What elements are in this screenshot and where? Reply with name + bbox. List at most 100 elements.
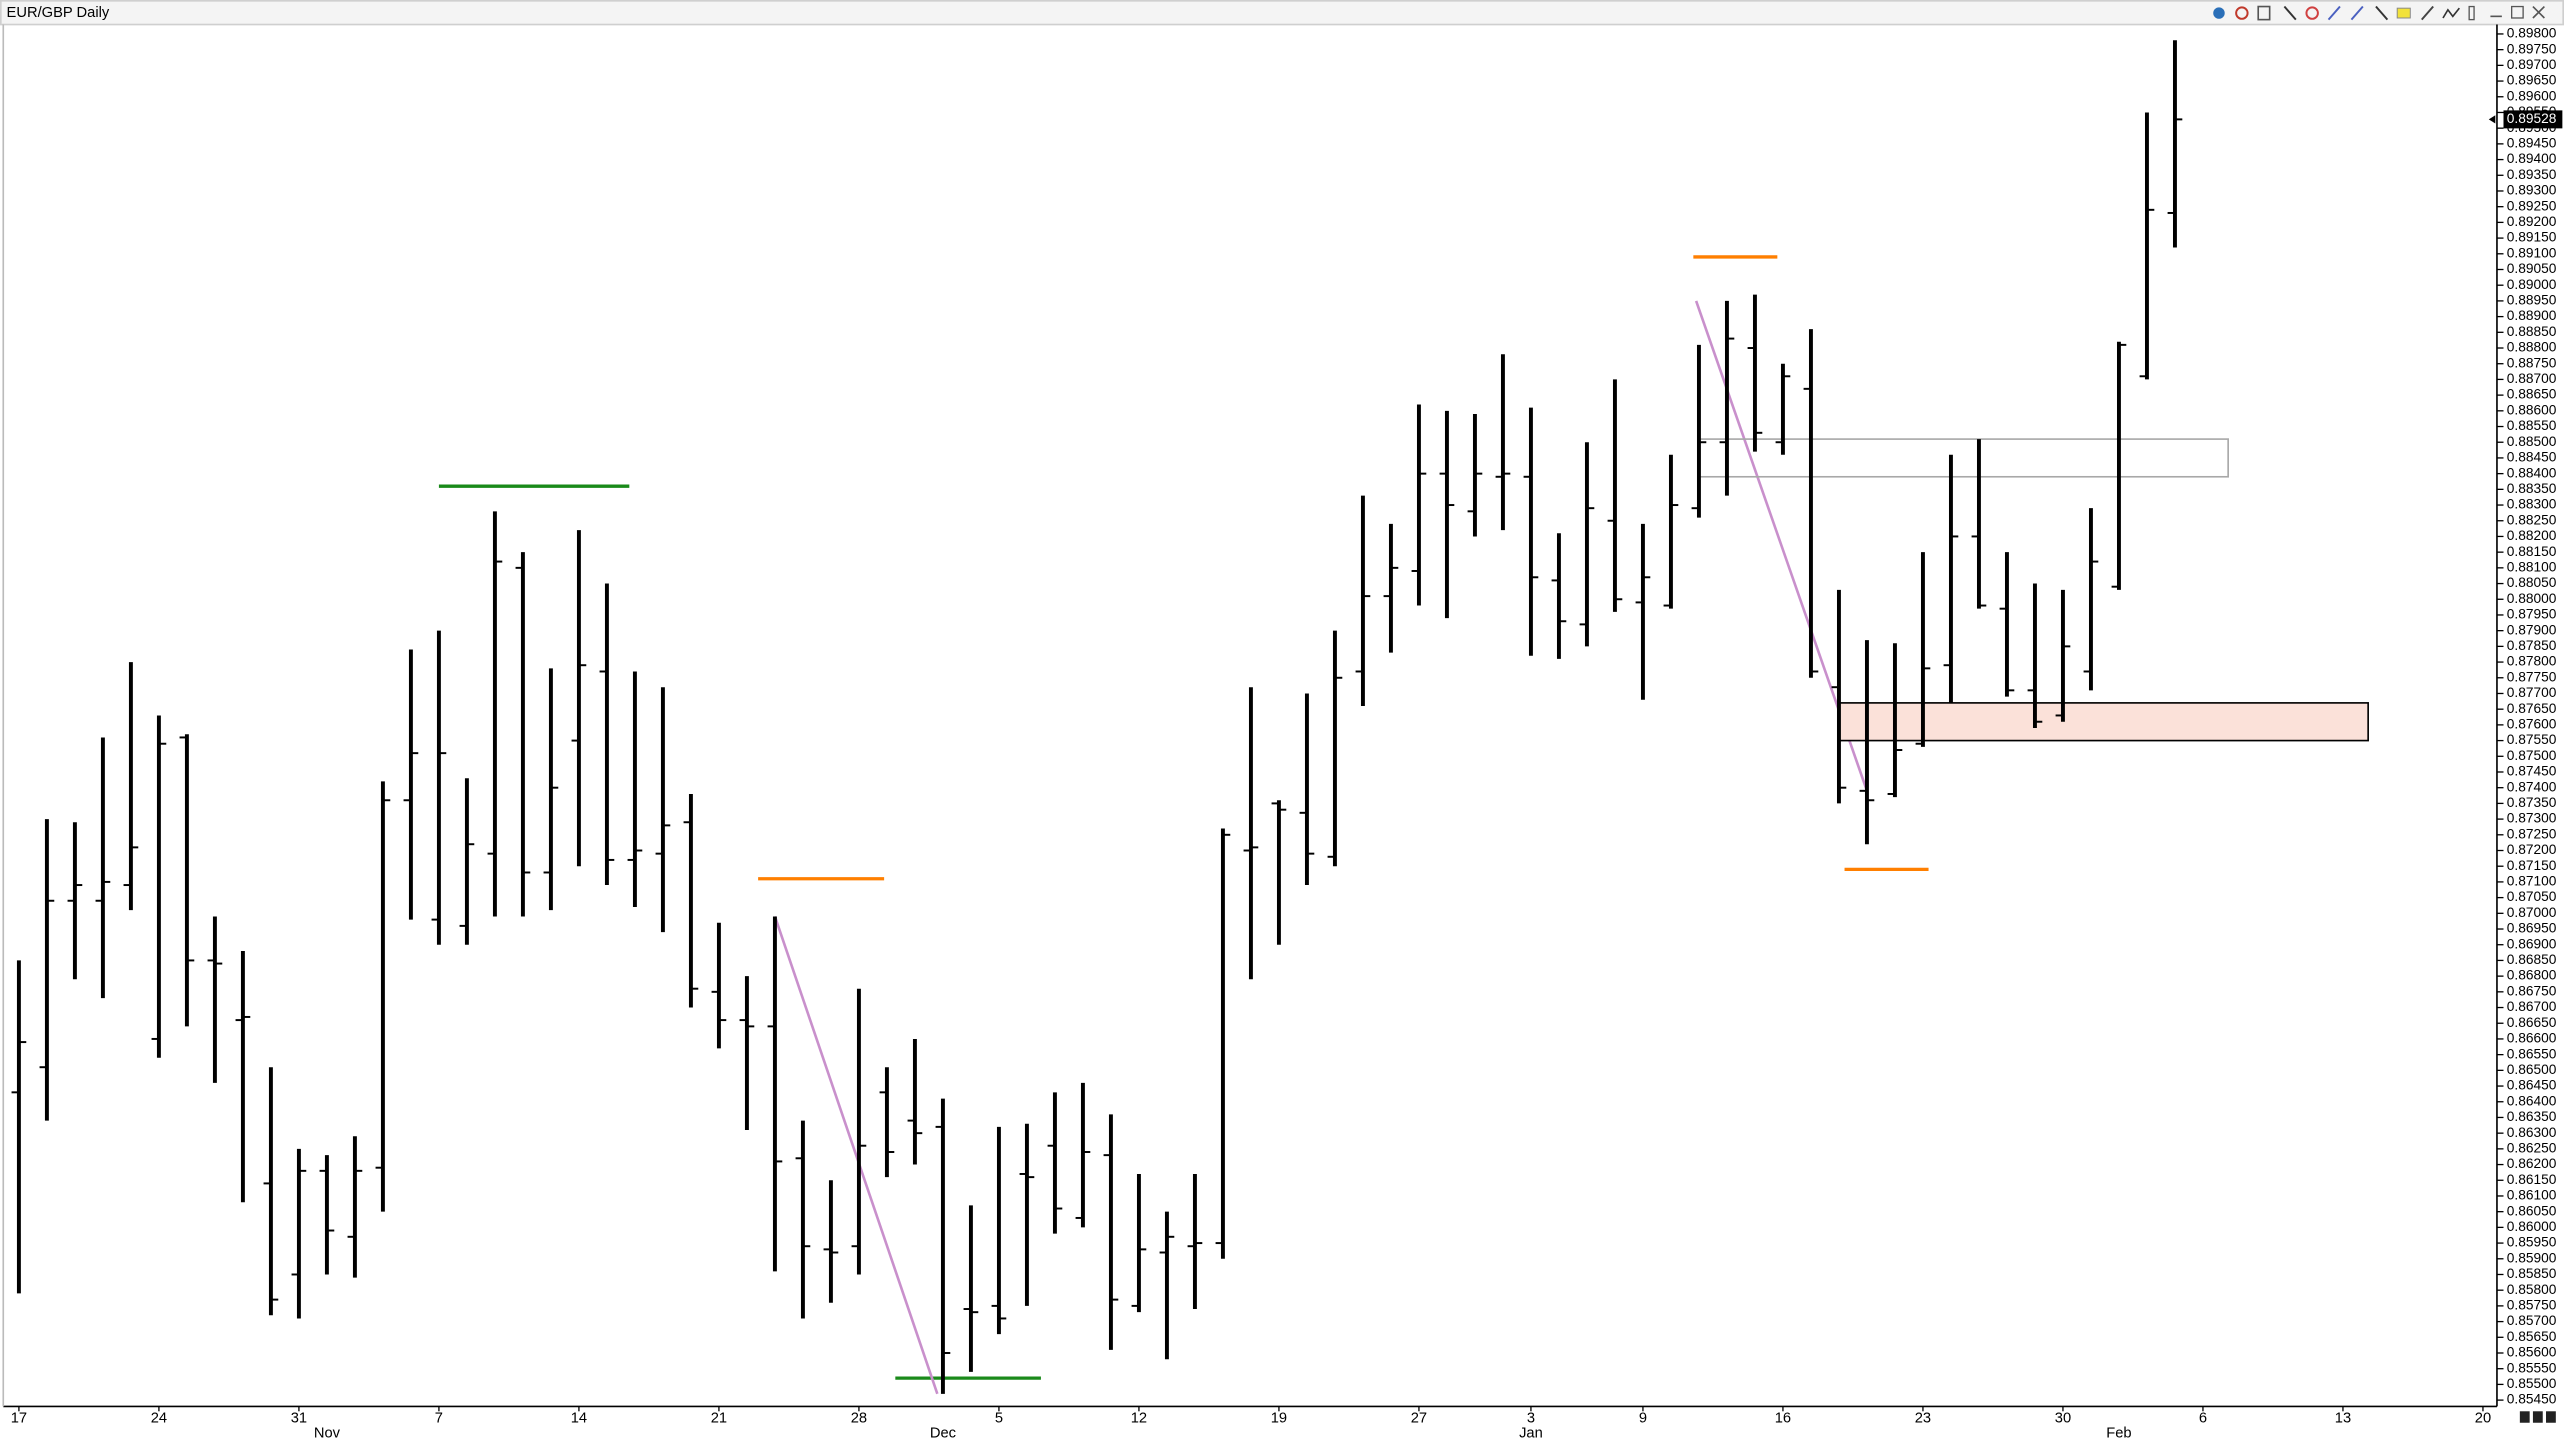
window-maximize[interactable] [2511,5,2524,19]
ohlc-bar [1215,828,1231,1259]
ohlc-bar [1915,552,1931,747]
ohlc-bar [711,922,727,1049]
y-tick-label: 0.89600 [2507,88,2557,103]
y-tick-label: 0.89450 [2507,135,2557,150]
y-tick-label: 0.87050 [2507,889,2557,904]
y-tick-label: 0.85800 [2507,1282,2557,1297]
y-tick-label: 0.89100 [2507,245,2557,260]
ohlc-bar [1103,1114,1119,1350]
tool-icon[interactable] [2375,5,2389,21]
tool-icon[interactable] [2350,5,2364,21]
y-tick-label: 0.85450 [2507,1392,2557,1407]
x-tick-label: 24 [151,1411,167,1427]
x-tick-label: 13 [2335,1411,2351,1427]
ohlc-bar [1747,294,1763,452]
x-tick-label: 20 [2475,1411,2491,1427]
ohlc-bar [767,916,783,1272]
y-tick-label: 0.89200 [2507,214,2557,229]
y-tick-label: 0.87950 [2507,607,2557,622]
trend-line [773,916,939,1395]
ohlc-bar [1495,354,1511,531]
corner-button[interactable] [2532,1411,2543,1423]
y-tick-label: 0.88850 [2507,324,2557,339]
window-close[interactable] [2532,5,2545,19]
ohlc-bar [1607,379,1623,612]
y-tick-label: 0.86700 [2507,999,2557,1014]
y-tick-label: 0.87250 [2507,826,2557,841]
x-tick-label: 3 [1527,1411,1535,1427]
tool-icon[interactable] [2420,5,2434,21]
y-tick-label: 0.89150 [2507,230,2557,245]
ohlc-bar [879,1067,895,1178]
toolbar [2213,5,2545,21]
x-tick-label: 19 [1271,1411,1287,1427]
x-tick-label: 7 [435,1411,443,1427]
corner-button[interactable] [2546,1411,2556,1423]
y-tick-label: 0.87900 [2507,622,2557,637]
y-tick-label: 0.89650 [2507,73,2557,88]
corner-buttons [2519,1411,2556,1423]
ohlc-bar [1859,640,1875,845]
y-tick-label: 0.88250 [2507,512,2557,527]
tool-icon[interactable] [2283,5,2297,21]
tool-icon[interactable] [2442,7,2460,19]
tool-icon[interactable] [2468,5,2475,21]
y-tick-label: 0.88950 [2507,293,2557,308]
tool-icon[interactable] [2327,5,2341,21]
y-tick-label: 0.89000 [2507,277,2557,292]
ohlc-bar [1355,495,1371,707]
month-label: Jan [1519,1425,1543,1441]
ohlc-bar [207,916,223,1083]
y-tick-label: 0.88650 [2507,387,2557,402]
y-tick-label: 0.85500 [2507,1376,2557,1391]
y-tick-label: 0.87000 [2507,905,2557,920]
ohlc-bar [1943,454,1959,703]
tool-icon[interactable] [2235,6,2249,20]
ohlc-bar [67,822,83,980]
tool-icon[interactable] [2213,7,2225,19]
y-tick-label: 0.88800 [2507,340,2557,355]
zone-rectangle [1838,702,2369,742]
corner-button[interactable] [2519,1411,2530,1423]
y-tick-label: 0.87650 [2507,701,2557,716]
y-tick-label: 0.89400 [2507,151,2557,166]
tool-icon[interactable] [2396,7,2411,19]
tool-icon[interactable] [2305,6,2319,20]
ohlc-bar [1803,329,1819,678]
y-tick-label: 0.88500 [2507,434,2557,449]
y-tick-label: 0.87600 [2507,717,2557,732]
ohlc-bar [1271,800,1287,945]
ohlc-bar [319,1155,335,1275]
ohlc-bar [2083,508,2099,691]
ohlc-bar [2111,341,2127,590]
y-tick-label: 0.85900 [2507,1250,2557,1265]
ohlc-bar [1719,300,1735,496]
y-tick-label: 0.89250 [2507,198,2557,213]
tool-icon[interactable] [2257,5,2271,21]
y-tick-label: 0.88000 [2507,591,2557,606]
y-tick-label: 0.87100 [2507,874,2557,889]
y-tick-label: 0.87500 [2507,748,2557,763]
ohlc-bar [1383,523,1399,653]
y-tick-label: 0.86200 [2507,1156,2557,1171]
x-tick-label: 17 [11,1411,27,1427]
y-tick-label: 0.87450 [2507,764,2557,779]
ohlc-bar [543,668,559,911]
ohlc-bar [683,793,699,1008]
last-price-label: 0.89528 [2507,111,2557,126]
y-tick-label: 0.88550 [2507,418,2557,433]
ohlc-bar [571,530,587,867]
y-tick-label: 0.86500 [2507,1062,2557,1077]
ohlc-bar [739,976,755,1131]
ohlc-bar [795,1120,811,1319]
y-tick-label: 0.88100 [2507,559,2557,574]
y-tick-label: 0.85650 [2507,1329,2557,1344]
y-tick-label: 0.86350 [2507,1109,2557,1124]
ohlc-bar [151,715,167,1058]
x-tick-label: 23 [1915,1411,1931,1427]
y-tick-label: 0.88200 [2507,528,2557,543]
y-tick-label: 0.86750 [2507,983,2557,998]
ohlc-bar [347,1136,363,1278]
